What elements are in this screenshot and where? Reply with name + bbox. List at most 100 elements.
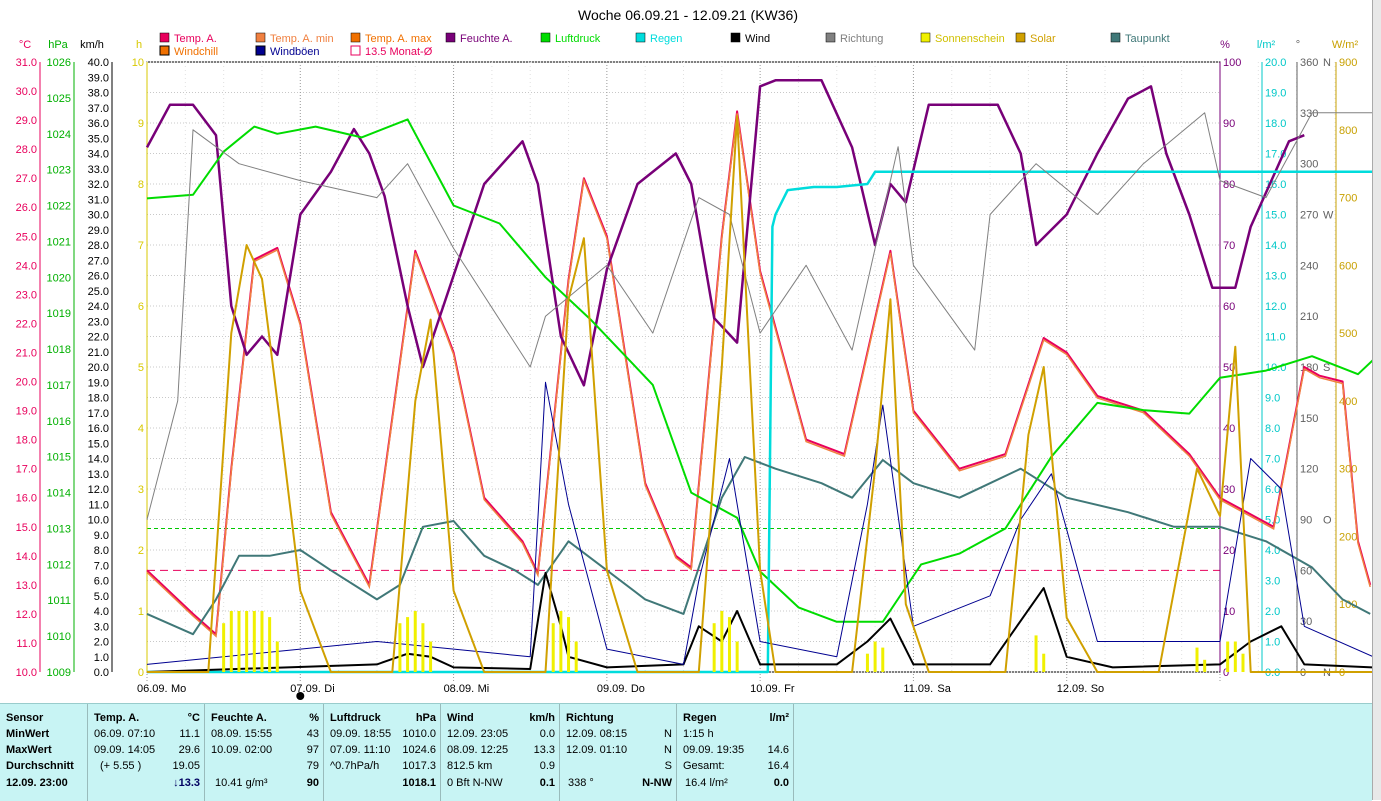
stats-wind-max-time: 08.09. 12:25 bbox=[447, 744, 509, 756]
legend-swatch bbox=[255, 45, 266, 56]
rain-axis-tick: 13.0 bbox=[1265, 271, 1286, 283]
legend-swatch bbox=[1015, 32, 1026, 43]
stats-wind-min-val: 0.0 bbox=[539, 728, 555, 740]
stats-maxwert-label: MaxWert bbox=[6, 744, 52, 756]
wind-axis-tick: 17.0 bbox=[88, 408, 109, 420]
rain-axis-tick: 2.0 bbox=[1265, 606, 1280, 618]
solar-axis-tick: 800 bbox=[1339, 125, 1357, 137]
legend-label: Temp. A. min bbox=[270, 33, 334, 45]
temp-axis-tick: 14.0 bbox=[16, 551, 37, 563]
stats-richtung-max-time: 12.09. 01:10 bbox=[566, 744, 628, 756]
press-axis-unit: hPa bbox=[48, 39, 68, 51]
press-axis-tick: 1014 bbox=[47, 488, 71, 500]
wind-axis-tick: 27.0 bbox=[88, 255, 109, 267]
sun-axis-tick: 0 bbox=[138, 667, 144, 679]
dir-cardinal: O bbox=[1323, 515, 1332, 527]
stats-regen-max-val: 14.6 bbox=[767, 744, 789, 756]
temp-axis-tick: 10.0 bbox=[16, 667, 37, 679]
sun-axis-tick: 2 bbox=[138, 545, 144, 557]
hum-axis-tick: 0 bbox=[1223, 667, 1229, 679]
series-feuchte-a bbox=[145, 79, 1305, 387]
chart-title: Woche 06.09.21 - 12.09.21 (KW36) bbox=[578, 7, 798, 23]
series-sonnenschein-bar bbox=[398, 623, 402, 672]
legend-swatch bbox=[635, 32, 646, 43]
rain-axis-tick: 20.0 bbox=[1265, 57, 1286, 69]
temp-axis-tick: 22.0 bbox=[16, 318, 37, 330]
stats-wind-current: 0.1 bbox=[539, 777, 555, 789]
series-sonnenschein-bar bbox=[1241, 653, 1245, 672]
dir-axis-tick: 360 bbox=[1300, 57, 1318, 69]
dir-axis-tick: 300 bbox=[1300, 159, 1318, 171]
stats-druck-max-val: 1024.6 bbox=[402, 744, 436, 756]
sun-axis-tick: 6 bbox=[138, 301, 144, 313]
stats-wind-distance: 812.5 km bbox=[447, 760, 493, 772]
stats-richtung-header: Richtung bbox=[566, 712, 614, 724]
wind-axis-tick: 11.0 bbox=[88, 499, 109, 511]
wind-axis-tick: 34.0 bbox=[88, 149, 109, 161]
legend-label: Regen bbox=[650, 33, 682, 45]
x-tick-day: Mo bbox=[171, 683, 186, 695]
wind-axis-tick: 14.0 bbox=[88, 454, 109, 466]
series-sonnenschein-bar bbox=[237, 611, 241, 672]
temp-axis-tick: 31.0 bbox=[16, 57, 37, 69]
temp-axis-tick: 12.0 bbox=[16, 609, 37, 621]
stats-druck-unit: hPa bbox=[415, 712, 436, 724]
sun-axis-tick: 10 bbox=[132, 57, 144, 69]
series-sonnenschein-bar bbox=[727, 617, 731, 672]
series-sonnenschein-bar bbox=[252, 611, 256, 672]
hum-axis-tick: 40 bbox=[1223, 423, 1235, 435]
chart-grid bbox=[146, 61, 1336, 682]
wind-axis-tick: 38.0 bbox=[88, 88, 109, 100]
stats-feuchte-max-time: 10.09. 02:00 bbox=[211, 744, 273, 756]
hum-axis-unit: % bbox=[1220, 39, 1230, 51]
solar-axis-tick: 400 bbox=[1339, 396, 1357, 408]
stats-feuchte-min-val: 43 bbox=[306, 728, 319, 740]
temp-axis-tick: 26.0 bbox=[16, 202, 37, 214]
temp-axis-tick: 28.0 bbox=[16, 144, 37, 156]
solar-axis-tick: 700 bbox=[1339, 193, 1357, 205]
legend-swatch bbox=[255, 32, 266, 43]
series-sonnenschein-bar bbox=[222, 623, 226, 672]
wind-axis-tick: 20.0 bbox=[88, 362, 109, 374]
stats-wind-avg-val: 0.9 bbox=[539, 760, 555, 772]
stats-wind-unit: km/h bbox=[529, 712, 555, 724]
legend-label: Windböen bbox=[270, 46, 320, 58]
press-axis-tick: 1010 bbox=[47, 631, 71, 643]
stats-richtung-min-dir: N bbox=[664, 728, 672, 740]
legend-label: Temp. A. bbox=[174, 33, 217, 45]
rain-axis-tick: 14.0 bbox=[1265, 240, 1286, 252]
legend-swatch bbox=[159, 32, 170, 43]
wind-axis-tick: 28.0 bbox=[88, 240, 109, 252]
wind-axis-tick: 37.0 bbox=[88, 103, 109, 115]
series-windb-en bbox=[146, 381, 1372, 665]
press-axis-tick: 1021 bbox=[47, 236, 71, 248]
series-sonnenschein-bar bbox=[421, 623, 425, 672]
dir-axis-tick: 30 bbox=[1300, 616, 1312, 628]
stats-feuchte: Feuchte A.% 08.09. 15:55 43 10.09. 02:00 9… bbox=[205, 704, 324, 801]
legend-swatch bbox=[825, 32, 836, 43]
series-sonnenschein-bar bbox=[1034, 635, 1038, 672]
dir-axis-tick: 60 bbox=[1300, 565, 1312, 577]
stats-feuchte-max-val: 97 bbox=[306, 744, 319, 756]
wind-axis-tick: 32.0 bbox=[88, 179, 109, 191]
legend-label: Sonnenschein bbox=[935, 33, 1005, 45]
stats-temp-avg-val: 19.05 bbox=[172, 760, 200, 772]
series-sonnenschein-bar bbox=[1203, 659, 1207, 672]
dir-axis-tick: 120 bbox=[1300, 464, 1318, 476]
stats-feuchte-avg-val: 79 bbox=[306, 760, 319, 772]
solar-axis-unit: W/m² bbox=[1332, 39, 1359, 51]
series-solar bbox=[147, 115, 1372, 673]
solar-axis-tick: 200 bbox=[1339, 531, 1357, 543]
wind-axis-tick: 4.0 bbox=[94, 606, 109, 618]
hum-axis-tick: 100 bbox=[1223, 57, 1241, 69]
hum-axis-tick: 30 bbox=[1223, 484, 1235, 496]
stats-current-time: 12.09. 23:00 bbox=[6, 777, 68, 789]
press-axis-tick: 1012 bbox=[47, 559, 71, 571]
dir-axis-tick: 240 bbox=[1300, 260, 1318, 272]
wind-axis-tick: 16.0 bbox=[88, 423, 109, 435]
legend-label: Wind bbox=[745, 33, 770, 45]
dir-cardinal: W bbox=[1323, 210, 1334, 222]
series-sonnenschein-bar bbox=[275, 641, 279, 672]
sun-axis-unit: h bbox=[136, 39, 142, 51]
x-tick-date: 09.09. bbox=[597, 683, 628, 695]
